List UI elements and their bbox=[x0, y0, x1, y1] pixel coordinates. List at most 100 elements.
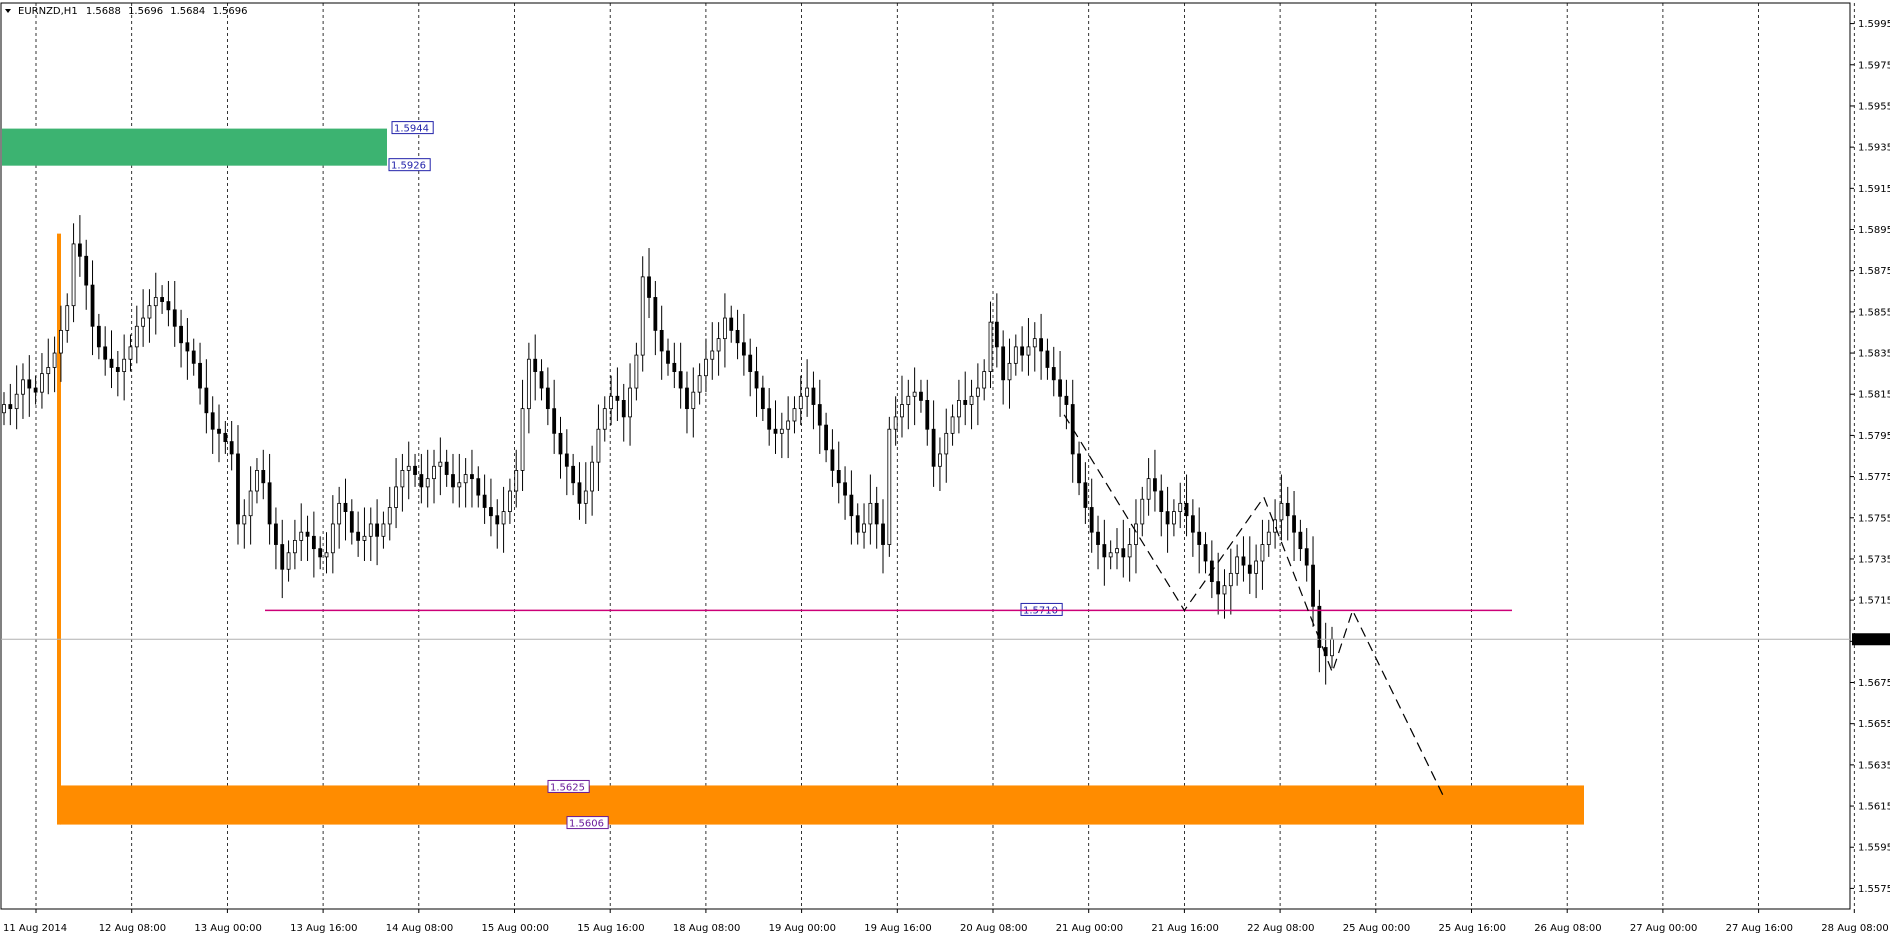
y-tick-label: 1.5995 bbox=[1858, 19, 1890, 30]
candle-body bbox=[571, 465, 576, 484]
candlesticks bbox=[2, 215, 1334, 685]
candle-body bbox=[925, 400, 930, 430]
candle-body bbox=[1026, 346, 1031, 356]
candle-body bbox=[1165, 511, 1170, 525]
candle-body bbox=[356, 531, 361, 541]
candle-body bbox=[419, 474, 424, 488]
candle-body bbox=[583, 490, 588, 504]
candle-body bbox=[798, 395, 803, 410]
candle-body bbox=[324, 552, 329, 558]
y-tick-label: 1.5915 bbox=[1858, 184, 1890, 195]
candle-body bbox=[1058, 379, 1062, 397]
candle-body bbox=[1247, 564, 1252, 574]
candle-body bbox=[539, 371, 544, 389]
candle-body bbox=[274, 523, 278, 545]
candle-body bbox=[893, 416, 898, 430]
candle-body bbox=[1178, 502, 1183, 512]
candle-body bbox=[210, 412, 215, 430]
x-tick-label: 21 Aug 16:00 bbox=[1151, 923, 1218, 934]
current-price-label: 1.5696 bbox=[1855, 635, 1890, 646]
candle-body bbox=[305, 531, 310, 537]
x-tick-label: 13 Aug 00:00 bbox=[194, 923, 261, 934]
candle-body bbox=[609, 395, 613, 410]
candle-body bbox=[969, 395, 974, 405]
candle-body bbox=[1064, 395, 1069, 405]
candle-body bbox=[299, 531, 304, 541]
dropdown-triangle-icon[interactable] bbox=[5, 9, 11, 13]
candle-body bbox=[685, 387, 689, 410]
high-value: 1.5696 bbox=[128, 6, 163, 17]
candle-body bbox=[805, 387, 810, 397]
candle-body bbox=[286, 552, 291, 570]
x-tick-label: 19 Aug 16:00 bbox=[864, 923, 931, 934]
candle-body bbox=[994, 321, 999, 348]
y-tick-label: 1.5795 bbox=[1858, 431, 1890, 442]
candle-body bbox=[672, 362, 677, 372]
vertical-grid bbox=[35, 3, 1855, 909]
candle-body bbox=[950, 416, 955, 434]
candle-body bbox=[40, 373, 44, 393]
candle-body bbox=[963, 400, 968, 405]
candle-body bbox=[1045, 350, 1050, 368]
candle-body bbox=[741, 342, 746, 356]
supply-zone bbox=[2, 128, 387, 166]
candle-body bbox=[1127, 544, 1132, 558]
demand-bottom-label: 1.5606 bbox=[566, 816, 609, 830]
candle-body bbox=[1115, 548, 1119, 554]
candle-body bbox=[640, 276, 645, 356]
support-label-box bbox=[1020, 602, 1063, 616]
candle-body bbox=[944, 432, 949, 455]
candle-body bbox=[229, 441, 234, 455]
candle-body bbox=[773, 428, 778, 434]
candle-body bbox=[723, 317, 727, 340]
candle-body bbox=[906, 395, 911, 405]
candle-body bbox=[836, 470, 841, 484]
candle-body bbox=[318, 548, 323, 558]
chart-frame bbox=[0, 2, 1851, 910]
candle-body bbox=[1292, 515, 1296, 533]
candle-body bbox=[1102, 544, 1107, 558]
candle-body bbox=[1039, 338, 1044, 352]
y-tick-label: 1.5575 bbox=[1858, 884, 1890, 895]
candle-body bbox=[659, 329, 664, 352]
candle-body bbox=[255, 470, 259, 492]
candle-body bbox=[489, 507, 493, 517]
candle-body bbox=[71, 243, 76, 307]
candle-body bbox=[577, 482, 582, 504]
demand-bottom-label-box bbox=[566, 816, 609, 830]
svg-text:EURNZD,H1 1.5688 1: EURNZD,H1 1.5688 1.5696 1.5684 1.5696 bbox=[18, 6, 247, 17]
candle-body bbox=[900, 404, 904, 418]
y-tick-label: 1.5855 bbox=[1858, 307, 1890, 318]
x-tick-label: 15 Aug 16:00 bbox=[577, 923, 644, 934]
candle-body bbox=[1007, 362, 1012, 381]
x-tick-label: 19 Aug 00:00 bbox=[769, 923, 836, 934]
candle-body bbox=[52, 352, 57, 368]
candle-body bbox=[634, 354, 639, 389]
candle-body bbox=[2, 404, 6, 414]
x-tick-label: 20 Aug 08:00 bbox=[960, 923, 1027, 934]
candle-body bbox=[716, 338, 721, 352]
candle-body bbox=[881, 523, 885, 545]
candle-body bbox=[65, 305, 70, 331]
current-price-tag: 1.5696 bbox=[1852, 633, 1890, 646]
candle-body bbox=[1089, 507, 1094, 533]
candle-body bbox=[1146, 478, 1151, 500]
levels bbox=[1, 609, 1850, 640]
y-axis: 1.5995 1.5975 1.5955 1.5935 1.5915 1.5895 1.58… bbox=[1850, 19, 1890, 895]
candle-body bbox=[1273, 519, 1277, 533]
candle-body bbox=[520, 408, 525, 471]
candle-body bbox=[1197, 531, 1202, 545]
candle-body bbox=[1241, 556, 1246, 566]
candle-body bbox=[134, 325, 139, 348]
candle-body bbox=[147, 305, 152, 319]
candle-body bbox=[1298, 531, 1303, 550]
candle-body bbox=[666, 350, 670, 364]
candle-body bbox=[1184, 502, 1189, 517]
y-tick-label: 1.5875 bbox=[1858, 266, 1890, 277]
candle-body bbox=[1153, 478, 1157, 492]
candle-body bbox=[33, 387, 38, 393]
candle-body bbox=[843, 482, 847, 496]
candle-body bbox=[432, 465, 436, 480]
candle-body bbox=[179, 325, 183, 344]
